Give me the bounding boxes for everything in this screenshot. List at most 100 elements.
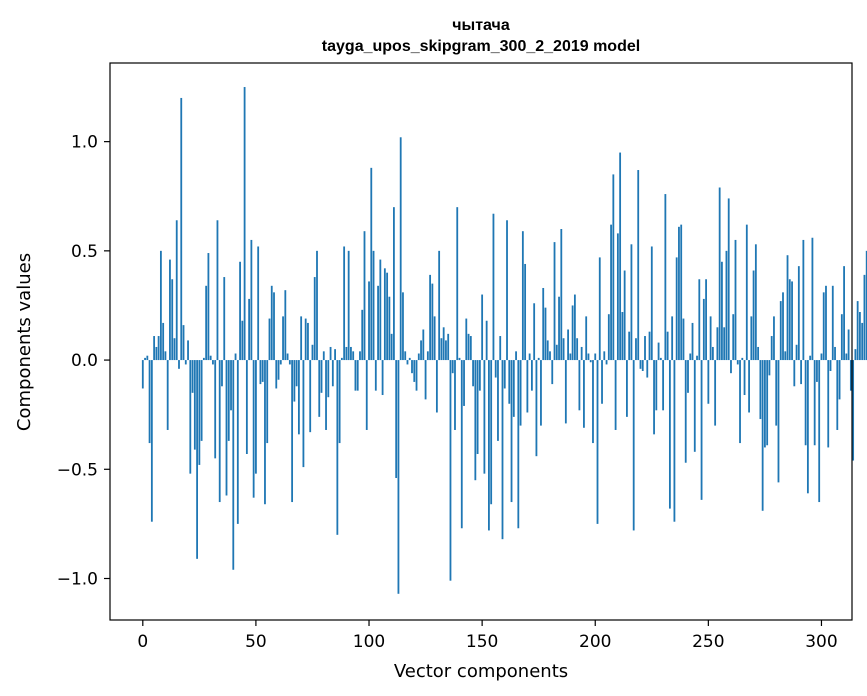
bar xyxy=(555,344,558,361)
bar xyxy=(485,320,488,361)
bar xyxy=(207,253,210,361)
bar xyxy=(834,346,836,361)
bar xyxy=(178,360,180,369)
bar xyxy=(535,360,538,457)
bar xyxy=(512,360,515,417)
bar xyxy=(316,250,318,361)
bar xyxy=(689,353,692,361)
bar xyxy=(693,360,696,452)
bar xyxy=(732,314,735,361)
x-axis-label: Vector components xyxy=(394,661,568,682)
bar xyxy=(248,298,251,361)
bar xyxy=(191,360,194,393)
x-tick-label: 250 xyxy=(692,632,724,652)
bar xyxy=(644,336,646,361)
x-tick-label: 200 xyxy=(579,632,611,652)
bar xyxy=(558,296,560,361)
bar xyxy=(583,360,585,428)
bar xyxy=(250,239,253,361)
bar xyxy=(438,250,441,361)
bar xyxy=(825,285,827,361)
bar xyxy=(784,351,787,361)
bar xyxy=(309,360,312,433)
bar xyxy=(786,255,789,361)
bar xyxy=(488,360,490,531)
bar xyxy=(212,360,214,365)
bar xyxy=(503,360,506,389)
bar xyxy=(804,360,807,446)
bar xyxy=(544,307,547,361)
bar xyxy=(368,281,370,361)
bar xyxy=(628,331,631,361)
bar xyxy=(596,360,599,524)
bar xyxy=(673,360,676,522)
bar xyxy=(576,338,579,361)
bar xyxy=(610,224,612,361)
x-tick-label: 300 xyxy=(805,632,837,652)
bar xyxy=(356,360,359,391)
bar xyxy=(856,301,859,361)
bar xyxy=(200,360,203,441)
bar xyxy=(144,357,146,361)
bar xyxy=(307,322,309,361)
bar xyxy=(236,360,239,524)
bar xyxy=(293,360,296,402)
bar xyxy=(709,316,712,361)
chart-title-line2: tayga_upos_skipgram_300_2_2019 model xyxy=(322,38,640,55)
bar xyxy=(648,331,651,361)
bar xyxy=(598,257,601,361)
bar xyxy=(607,314,610,361)
bar xyxy=(621,312,624,361)
bar xyxy=(820,353,823,361)
bar xyxy=(603,351,606,361)
bar xyxy=(752,270,755,361)
bar xyxy=(198,360,201,465)
bar xyxy=(343,246,346,361)
bar xyxy=(359,351,361,361)
bar xyxy=(193,360,196,450)
bar xyxy=(641,360,644,371)
bar xyxy=(162,322,165,361)
bar xyxy=(234,353,237,361)
bar xyxy=(668,360,671,509)
bar xyxy=(748,360,750,413)
bar xyxy=(770,336,773,361)
bar xyxy=(365,360,368,430)
bar xyxy=(483,360,486,474)
bar xyxy=(646,360,649,378)
bar xyxy=(707,360,710,404)
bar xyxy=(259,360,262,385)
bar xyxy=(560,229,563,361)
bar xyxy=(750,316,753,361)
bar xyxy=(270,285,273,361)
bar xyxy=(802,239,805,361)
bar xyxy=(530,360,533,391)
bar xyxy=(159,250,162,361)
bar xyxy=(469,336,472,361)
bar xyxy=(619,152,622,361)
y-tick-label: −1.0 xyxy=(57,569,98,589)
bar xyxy=(340,357,343,361)
bar xyxy=(275,360,278,389)
bar xyxy=(467,333,470,361)
bar xyxy=(442,327,445,361)
bar xyxy=(664,194,667,361)
bar xyxy=(761,360,764,511)
bar xyxy=(390,333,393,361)
bar xyxy=(854,349,857,361)
bar xyxy=(573,294,576,361)
bar xyxy=(800,360,803,385)
bar xyxy=(499,336,502,361)
bar xyxy=(383,268,386,361)
bar xyxy=(836,360,839,430)
bar xyxy=(291,360,294,503)
bar xyxy=(818,360,821,503)
bar xyxy=(795,344,798,361)
bar xyxy=(257,246,260,361)
bar xyxy=(440,338,443,361)
bar xyxy=(268,318,271,361)
bar xyxy=(318,360,321,417)
bar xyxy=(605,360,608,365)
bar xyxy=(472,360,474,387)
